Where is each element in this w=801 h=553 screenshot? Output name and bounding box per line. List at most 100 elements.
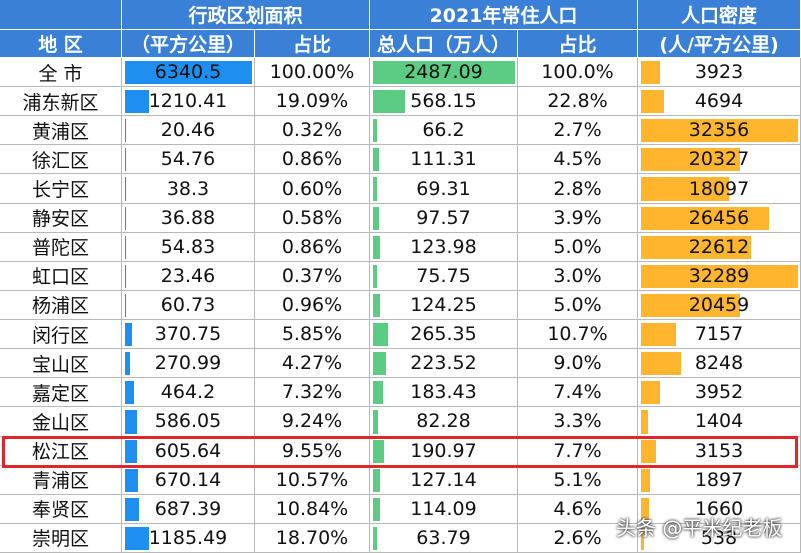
data-bar [641, 206, 770, 230]
cell-text: 4.6% [553, 497, 602, 520]
data-bar [373, 323, 389, 347]
cell-text: 3952 [694, 381, 744, 404]
table-cell: 1185.49 [122, 523, 255, 553]
data-bar [641, 468, 651, 492]
header-cell: 占比 [518, 30, 638, 58]
data-bar [125, 352, 131, 376]
cell-text: 127.14 [410, 468, 477, 491]
cell-text: 0.96% [281, 293, 343, 316]
cell-text: 82.28 [416, 410, 471, 433]
header-cell: （平方公里） [122, 30, 255, 58]
header-cell [0, 0, 122, 30]
table-cell: 虹口区 [0, 261, 122, 291]
table-cell: 7.32% [255, 378, 370, 408]
cell-text: 22612 [688, 235, 750, 258]
cell-text: 0.32% [281, 119, 343, 142]
data-bar [125, 90, 150, 114]
cell-text: 32289 [688, 264, 750, 287]
cell-text: 3.3% [553, 410, 602, 433]
data-bar [125, 235, 127, 259]
data-bar [641, 439, 657, 463]
cell-text: 568.15 [410, 90, 477, 113]
cell-text: 7157 [694, 323, 744, 346]
cell-text: 26456 [688, 206, 750, 229]
table-cell: 97.57 [370, 203, 518, 233]
table-cell: 18097 [638, 174, 801, 204]
cell-text: 22.8% [547, 90, 608, 113]
data-bar [641, 381, 661, 405]
table-cell: 全 市 [0, 58, 122, 88]
table-cell: 10.84% [255, 494, 370, 524]
table-cell: 18.70% [255, 523, 370, 553]
data-bar [641, 264, 798, 288]
cell-text: 10.7% [547, 323, 608, 346]
cell-text: 100.0% [541, 61, 614, 84]
data-bar [125, 381, 135, 405]
cell-text: 586.05 [154, 410, 222, 433]
data-bar [373, 439, 384, 463]
cell-text: 605.64 [154, 439, 222, 462]
cell-text: 114.09 [410, 497, 477, 520]
data-bar [373, 352, 386, 376]
cell-text: 4694 [694, 90, 744, 113]
table-cell: 4.5% [518, 145, 638, 175]
data-bar [641, 177, 729, 201]
data-bar [125, 177, 126, 201]
data-bar [373, 206, 379, 230]
cell-text: 0.86% [281, 235, 343, 258]
table-cell: 183.43 [370, 378, 518, 408]
table-cell: 黄浦区 [0, 116, 122, 146]
table-cell: 0.32% [255, 116, 370, 146]
table-cell: 586.05 [122, 407, 255, 437]
cell-text: 124.25 [410, 293, 477, 316]
cell-text: 38.3 [166, 177, 210, 200]
data-bar [641, 235, 751, 259]
cell-text: 3923 [694, 61, 744, 84]
data-bar [125, 148, 127, 172]
data-bar [125, 410, 137, 434]
cell-text: 0.58% [281, 206, 343, 229]
header-cell: 行政区划面积 [122, 0, 370, 30]
data-bar [373, 497, 380, 521]
table-cell: 0.58% [255, 203, 370, 233]
table-cell: 6340.5 [122, 58, 255, 88]
data-bar [125, 323, 133, 347]
header-cell: (人/平方公里) [638, 30, 801, 58]
table-cell: 32289 [638, 261, 801, 291]
cell-text: 18.70% [275, 526, 349, 549]
data-bar [125, 497, 139, 521]
data-bar [641, 497, 650, 521]
table-cell: 浦东新区 [0, 87, 122, 117]
cell-text: 2.8% [553, 177, 602, 200]
cell-text: 青浦区 [31, 470, 89, 493]
cell-text: 75.75 [416, 264, 471, 287]
table-cell: 82.28 [370, 407, 518, 437]
table-cell: 0.96% [255, 290, 370, 321]
table-cell: 20327 [638, 145, 801, 175]
table-cell: 26456 [638, 203, 801, 233]
cell-text: 2.6% [553, 526, 602, 549]
data-bar [641, 293, 741, 318]
cell-text: 23.46 [160, 264, 216, 287]
cell-text: 1897 [694, 468, 744, 491]
cell-text: 2.7% [553, 119, 602, 142]
cell-text: 7.7% [553, 439, 602, 462]
cell-text: 18097 [688, 177, 750, 200]
table-cell: 10.57% [255, 465, 370, 495]
table-cell: 3.0% [518, 261, 638, 291]
cell-text: 静安区 [31, 208, 89, 231]
data-bar [373, 410, 378, 434]
cell-text: 5.85% [281, 323, 343, 346]
cell-text: 5.0% [553, 235, 602, 258]
table-cell: 普陀区 [0, 232, 122, 262]
table-cell: 32356 [638, 116, 801, 146]
table-cell: 奉贤区 [0, 494, 122, 524]
cell-text: 10.84% [275, 497, 349, 520]
table-cell: 100.00% [255, 58, 370, 88]
data-bar [373, 381, 384, 405]
data-bar [125, 439, 138, 463]
cell-text: 69.31 [416, 177, 471, 200]
table-cell: 金山区 [0, 407, 122, 437]
table-cell: 75.75 [370, 261, 518, 291]
